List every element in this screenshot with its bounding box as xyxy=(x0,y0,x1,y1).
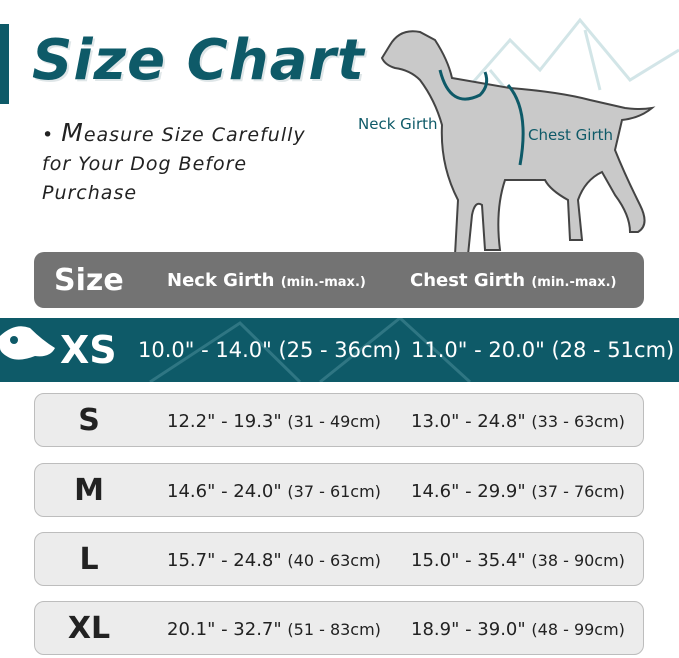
table-row-xs-highlighted: XS 10.0" - 14.0" (25 - 36cm) 11.0" - 20.… xyxy=(0,318,679,382)
table-header: Size Neck Girth (min.-max.) Chest Girth … xyxy=(34,252,644,308)
title-accent-bar xyxy=(0,24,9,104)
table-row-xl: XL 20.1" - 32.7" (51 - 83cm) 18.9" - 39.… xyxy=(34,601,644,655)
header-neck: Neck Girth (min.-max.) xyxy=(167,269,366,291)
table-row-l: L 15.7" - 24.8" (40 - 63cm) 15.0" - 35.4… xyxy=(34,532,644,586)
page-title: Size Chart xyxy=(32,28,365,93)
header-size: Size xyxy=(54,262,124,298)
dog-measurement-diagram xyxy=(380,17,679,256)
table-row-m: M 14.6" - 24.0" (37 - 61cm) 14.6" - 29.9… xyxy=(34,463,644,517)
dog-head-icon xyxy=(0,326,55,360)
measure-note: • Measure Size Carefully for Your Dog Be… xyxy=(42,118,306,204)
chest-girth-label: Chest Girth xyxy=(528,126,614,144)
chest-girth-line xyxy=(506,84,525,166)
neck-girth-label: Neck Girth xyxy=(358,115,438,133)
dog-silhouette xyxy=(380,30,656,256)
table-row-s: S 12.2" - 19.3" (31 - 49cm) 13.0" - 24.8… xyxy=(34,393,644,447)
header-chest: Chest Girth (min.-max.) xyxy=(410,269,617,291)
neck-girth-line xyxy=(438,69,489,101)
mountain-pattern xyxy=(0,318,472,382)
